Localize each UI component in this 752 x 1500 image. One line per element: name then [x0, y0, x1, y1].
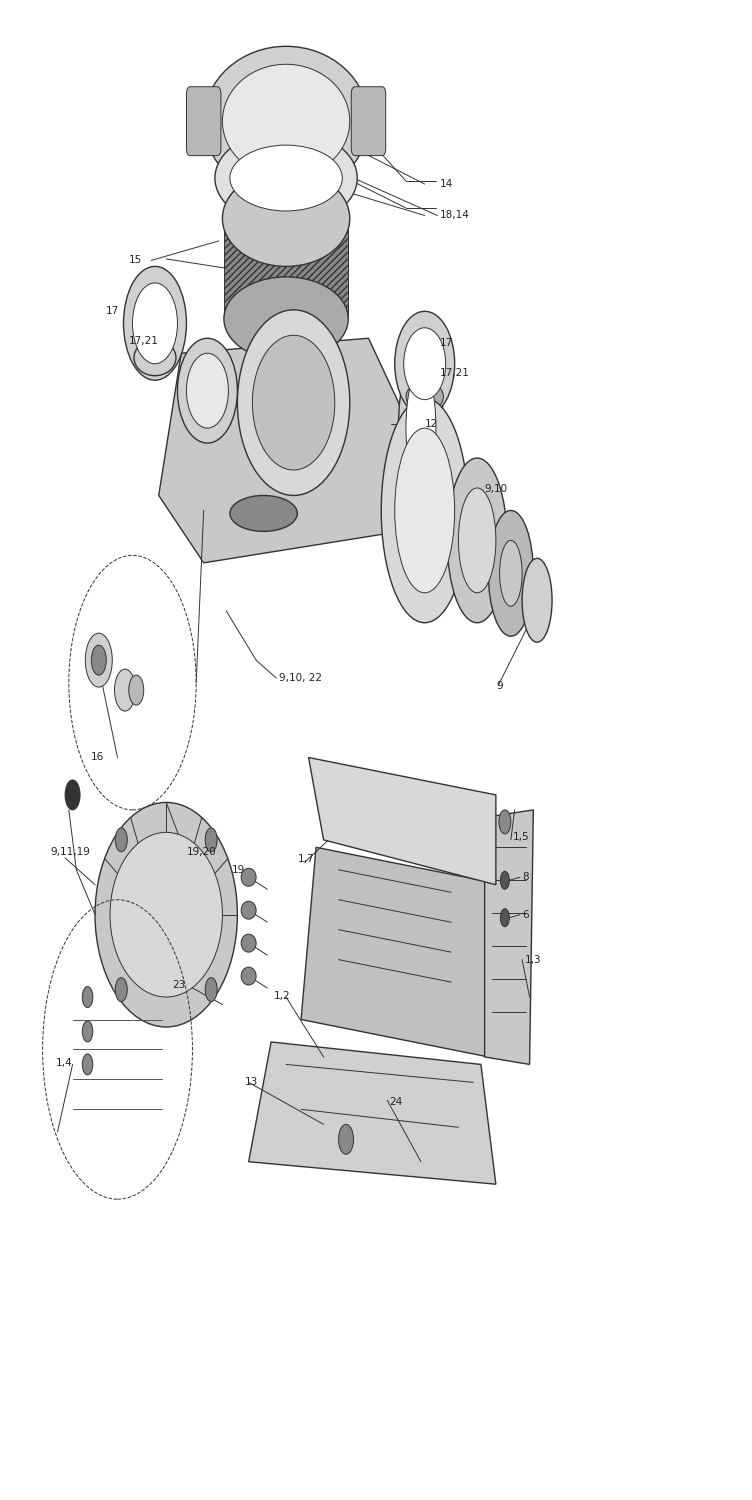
- Circle shape: [205, 828, 217, 852]
- Polygon shape: [308, 758, 496, 885]
- Ellipse shape: [381, 398, 468, 622]
- Ellipse shape: [132, 284, 177, 363]
- Circle shape: [500, 909, 509, 927]
- Circle shape: [82, 1054, 92, 1076]
- Ellipse shape: [223, 64, 350, 178]
- Circle shape: [82, 987, 92, 1008]
- Text: 1,4: 1,4: [56, 1058, 72, 1068]
- Text: 9,10: 9,10: [484, 484, 508, 495]
- Ellipse shape: [241, 968, 256, 986]
- Text: 17: 17: [106, 306, 120, 316]
- Circle shape: [82, 1022, 92, 1042]
- Text: 24: 24: [390, 1096, 403, 1107]
- Ellipse shape: [177, 339, 238, 442]
- Circle shape: [499, 810, 511, 834]
- Circle shape: [114, 669, 135, 711]
- Text: 17: 17: [440, 338, 453, 348]
- Ellipse shape: [241, 868, 256, 886]
- Ellipse shape: [215, 130, 357, 226]
- Polygon shape: [249, 1042, 496, 1184]
- Ellipse shape: [224, 278, 348, 360]
- Text: 19,20: 19,20: [187, 847, 217, 856]
- Circle shape: [91, 645, 106, 675]
- Ellipse shape: [406, 368, 436, 488]
- Circle shape: [85, 633, 112, 687]
- Text: 18,14: 18,14: [440, 210, 469, 220]
- Text: 19: 19: [232, 865, 245, 874]
- Ellipse shape: [204, 46, 368, 196]
- Ellipse shape: [123, 267, 186, 380]
- Ellipse shape: [522, 558, 552, 642]
- Ellipse shape: [406, 381, 444, 411]
- Text: 15: 15: [129, 255, 142, 266]
- Text: 6: 6: [522, 909, 529, 920]
- Text: 17,21: 17,21: [440, 368, 469, 378]
- Polygon shape: [159, 339, 421, 562]
- Circle shape: [115, 978, 127, 1002]
- Ellipse shape: [223, 171, 350, 267]
- Text: 16: 16: [91, 753, 105, 762]
- Ellipse shape: [238, 310, 350, 495]
- Ellipse shape: [488, 510, 533, 636]
- Ellipse shape: [399, 346, 444, 510]
- Ellipse shape: [395, 427, 455, 592]
- Text: 12: 12: [425, 419, 438, 429]
- Text: 13: 13: [245, 1077, 258, 1088]
- Text: 14: 14: [440, 178, 453, 189]
- Ellipse shape: [230, 495, 297, 531]
- Circle shape: [129, 675, 144, 705]
- Text: 1,5: 1,5: [513, 833, 529, 842]
- Ellipse shape: [459, 488, 496, 592]
- Circle shape: [500, 871, 509, 889]
- Ellipse shape: [95, 802, 238, 1028]
- Text: 1,2: 1,2: [274, 990, 290, 1000]
- Ellipse shape: [241, 934, 256, 952]
- Ellipse shape: [499, 540, 522, 606]
- Ellipse shape: [395, 312, 455, 416]
- Ellipse shape: [110, 833, 223, 998]
- Polygon shape: [301, 847, 503, 1058]
- Text: 9,10, 22: 9,10, 22: [278, 674, 322, 682]
- Ellipse shape: [186, 352, 229, 428]
- FancyBboxPatch shape: [186, 87, 221, 156]
- Text: 1,3: 1,3: [524, 954, 541, 964]
- Polygon shape: [224, 224, 348, 320]
- Ellipse shape: [447, 458, 507, 622]
- Circle shape: [65, 780, 80, 810]
- FancyBboxPatch shape: [351, 87, 386, 156]
- Ellipse shape: [253, 336, 335, 470]
- Ellipse shape: [134, 340, 176, 375]
- Text: 1,7: 1,7: [297, 855, 314, 864]
- Text: 17,21: 17,21: [129, 336, 159, 346]
- Circle shape: [205, 978, 217, 1002]
- Circle shape: [338, 1125, 353, 1155]
- Text: 8: 8: [522, 873, 529, 882]
- Text: 23: 23: [172, 980, 186, 990]
- Circle shape: [115, 828, 127, 852]
- Text: 9: 9: [496, 681, 502, 690]
- Ellipse shape: [404, 328, 446, 399]
- Ellipse shape: [241, 902, 256, 920]
- Text: 9,11,19: 9,11,19: [50, 847, 90, 856]
- Ellipse shape: [230, 146, 342, 211]
- Polygon shape: [484, 810, 533, 1065]
